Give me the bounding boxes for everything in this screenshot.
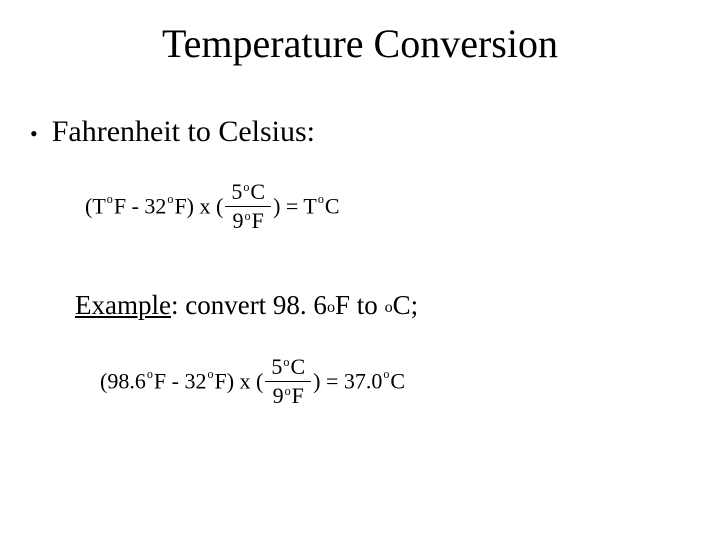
fe-num-val: 5 bbox=[271, 354, 282, 379]
slide: Temperature Conversion • Fahrenheit to Ce… bbox=[0, 0, 720, 540]
bullet-line: • Fahrenheit to Celsius: bbox=[30, 115, 315, 149]
formula-general: (ToF - 32oF) x ( 5oC 9oF ) = ToC bbox=[85, 180, 340, 233]
fe-den-deg: o bbox=[285, 384, 291, 398]
fg-den-val: 9 bbox=[233, 208, 244, 233]
formula-example: (98.6oF - 32oF) x ( 5oC 9oF ) = 37.0oC bbox=[100, 355, 405, 408]
fg-den-unit: F bbox=[252, 208, 264, 233]
fg-res-deg: o bbox=[318, 192, 324, 206]
fe-open: (98.6 bbox=[100, 369, 146, 394]
fe-minus: - 32 bbox=[166, 369, 206, 394]
fe-den-unit: F bbox=[292, 383, 304, 408]
fg-f1: F bbox=[114, 194, 126, 219]
fe-den-val: 9 bbox=[273, 383, 284, 408]
fe-fraction: 5oC 9oF bbox=[265, 355, 311, 408]
page-title: Temperature Conversion bbox=[0, 20, 720, 67]
example-deg2: o bbox=[385, 298, 393, 316]
fe-res-unit: C bbox=[390, 369, 405, 394]
example-u2: C; bbox=[393, 290, 419, 320]
example-line: Example: convert 98. 6oF to oC; bbox=[75, 290, 418, 321]
fg-frac-den: 9oF bbox=[225, 207, 271, 233]
fg-eq: ) = T bbox=[273, 194, 317, 219]
fg-deg1: o bbox=[107, 192, 113, 206]
fe-f1: F bbox=[154, 369, 166, 394]
fg-den-deg: o bbox=[245, 209, 251, 223]
bullet-text: Fahrenheit to Celsius: bbox=[52, 115, 315, 148]
fg-open: (T bbox=[85, 194, 106, 219]
fg-frac-num: 5oC bbox=[225, 180, 271, 207]
example-u1: F to bbox=[335, 290, 385, 320]
fe-num-deg: o bbox=[283, 355, 289, 369]
fg-res-unit: C bbox=[325, 194, 340, 219]
example-rest: : convert 98. 6 bbox=[171, 290, 327, 320]
example-deg1: o bbox=[327, 298, 335, 316]
fg-deg2: o bbox=[167, 192, 173, 206]
fe-deg2: o bbox=[207, 367, 213, 381]
fe-deg1: o bbox=[147, 367, 153, 381]
fe-f2: F) x ( bbox=[215, 369, 264, 394]
fg-fraction: 5oC 9oF bbox=[225, 180, 271, 233]
fg-f2: F) x ( bbox=[174, 194, 223, 219]
fe-eq: ) = 37.0 bbox=[313, 369, 382, 394]
example-label: Example bbox=[75, 290, 171, 320]
fe-frac-num: 5oC bbox=[265, 355, 311, 382]
fg-num-unit: C bbox=[250, 179, 265, 204]
fe-res-deg: o bbox=[383, 367, 389, 381]
fg-num-val: 5 bbox=[231, 179, 242, 204]
fg-minus: - 32 bbox=[126, 194, 166, 219]
bullet-dot: • bbox=[30, 123, 38, 145]
fe-num-unit: C bbox=[290, 354, 305, 379]
fg-num-deg: o bbox=[243, 180, 249, 194]
fe-frac-den: 9oF bbox=[265, 382, 311, 408]
